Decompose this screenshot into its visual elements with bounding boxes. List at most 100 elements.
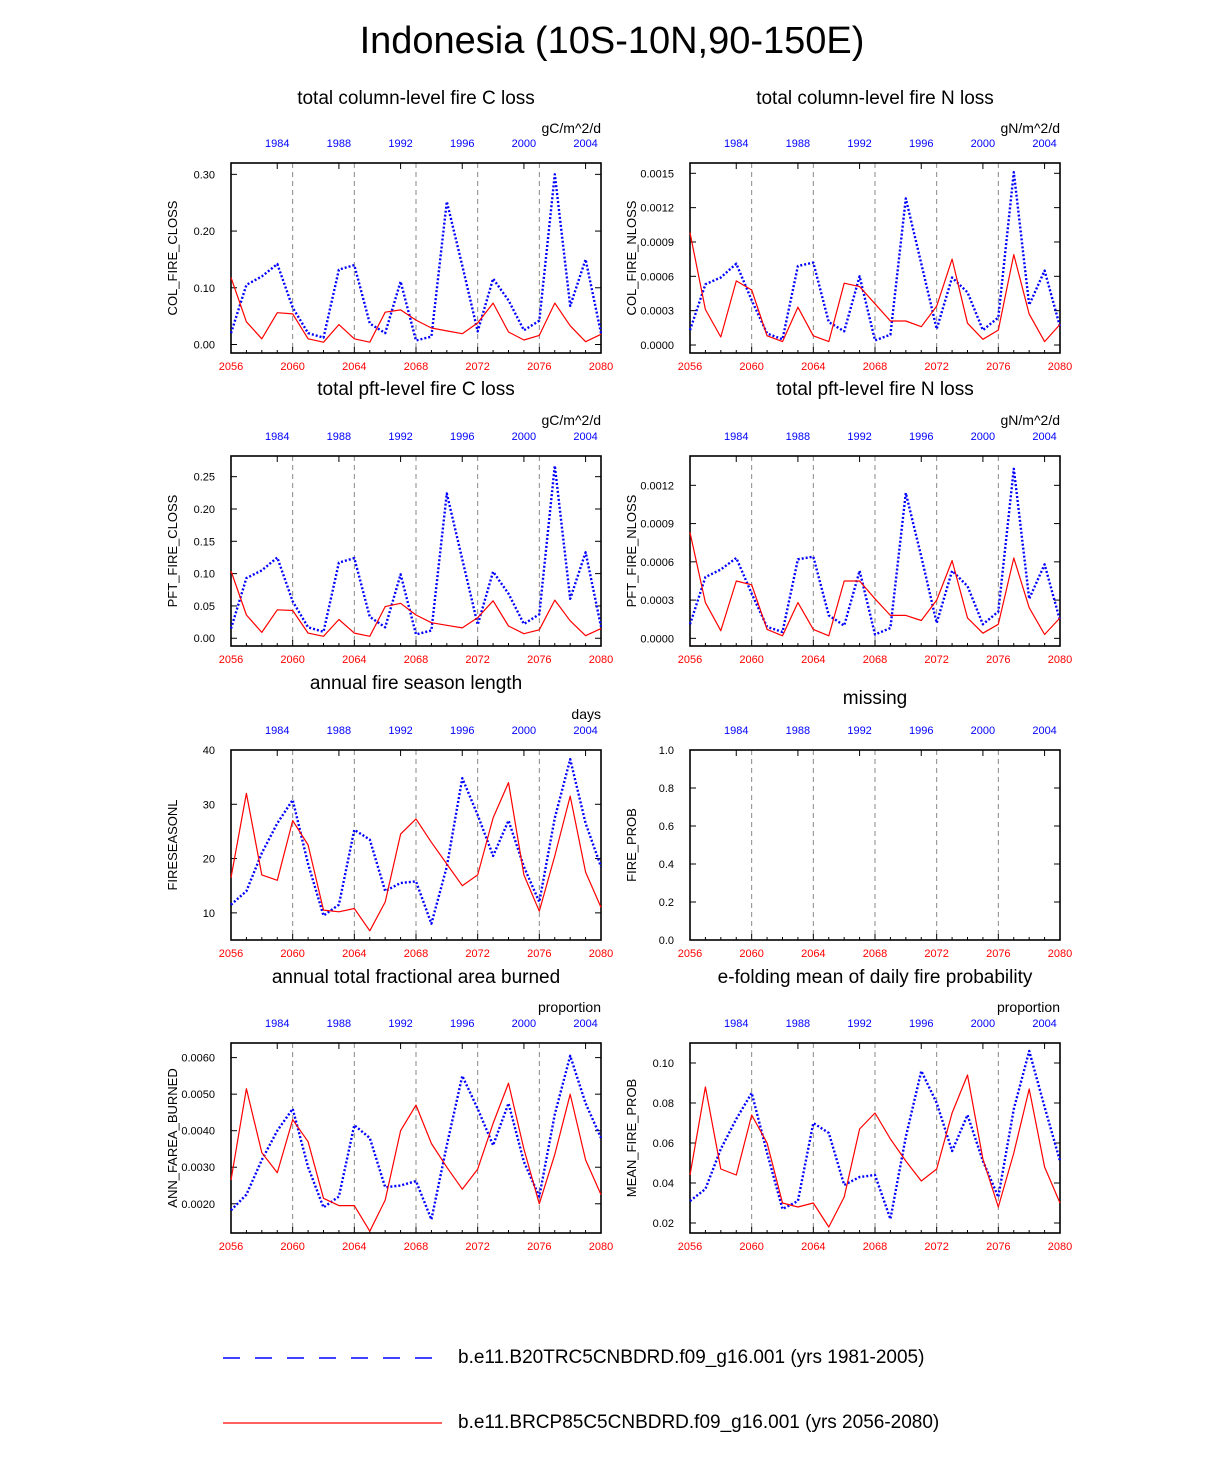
y-tick-label: 0.0003 xyxy=(640,595,674,607)
figure-title: Indonesia (10S-10N,90-150E) xyxy=(359,20,865,62)
series-baseline-line xyxy=(230,1054,603,1221)
series-future-line xyxy=(230,781,602,932)
x-tick-label-bottom: 2060 xyxy=(739,1241,763,1253)
y-tick-label: 0.06 xyxy=(653,1138,674,1150)
y-axis-label: ANN_FAREA_BURNED xyxy=(165,1068,180,1207)
chart-p8: 2056 2060 2064 2068 2072 2076 2080 1984 1988 1992… xyxy=(624,1018,1072,1253)
chart-p7: 2056 2060 2064 2068 2072 2076 2080 1984 1988 1992… xyxy=(165,1018,613,1253)
y-tick-label: 10 xyxy=(203,908,215,920)
x-tick-label-bottom: 2068 xyxy=(404,654,428,666)
x-tick-label-bottom: 2068 xyxy=(863,654,887,666)
x-tick-label-bottom: 2060 xyxy=(280,654,304,666)
x-tick-label-bottom: 2064 xyxy=(801,654,825,666)
x-tick-label-bottom: 2056 xyxy=(219,361,243,373)
panel-title-area-burned: annual total fractional area burned xyxy=(271,967,561,988)
y-tick-label: 0.2 xyxy=(659,897,674,909)
x-tick-label-bottom: 2076 xyxy=(527,654,551,666)
panel-units-area-burned: proportion xyxy=(537,999,601,1015)
y-tick-label: 0.0012 xyxy=(640,480,674,492)
x-tick-label-bottom: 2068 xyxy=(404,948,428,960)
legend-label-future: b.e11.BRCP85C5CNBDRD.f09_g16.001 (yrs 20… xyxy=(458,1412,940,1433)
x-tick-label-bottom: 2056 xyxy=(219,948,243,960)
y-tick-label: 1.0 xyxy=(659,745,674,757)
x-tick-label-bottom: 2080 xyxy=(1048,361,1072,373)
y-tick-label: 0.0000 xyxy=(640,633,674,645)
y-tick-label: 0.4 xyxy=(659,859,674,871)
x-tick-label-bottom: 2068 xyxy=(863,361,887,373)
y-tick-label: 0.30 xyxy=(194,169,215,181)
x-tick-label-top: 1992 xyxy=(388,431,412,443)
y-tick-label: 0.6 xyxy=(659,821,674,833)
x-tick-label-top: 1996 xyxy=(450,431,474,443)
x-tick-label-top: 1992 xyxy=(388,725,412,737)
chart-p2: 2056 2060 2064 2068 2072 2076 2080 1984 1988 1992… xyxy=(624,138,1072,373)
series-baseline-line xyxy=(229,173,603,342)
x-tick-label-bottom: 2060 xyxy=(739,361,763,373)
x-tick-label-top: 1988 xyxy=(327,725,351,737)
x-tick-label-bottom: 2076 xyxy=(527,361,551,373)
y-tick-label: 0.10 xyxy=(653,1058,674,1070)
panel-units-col-closs: gC/m^2/d xyxy=(541,120,601,136)
x-tick-label-bottom: 2080 xyxy=(589,654,613,666)
y-tick-label: 0.00 xyxy=(194,633,215,645)
y-tick-label: 40 xyxy=(203,745,215,757)
panel-title-col-nloss: total column-level fire N loss xyxy=(756,88,994,109)
panel-units-pft-nloss: gN/m^2/d xyxy=(1000,412,1060,428)
y-tick-label: 0.0020 xyxy=(181,1199,215,1211)
y-axis-label: PFT_FIRE_NLOSS xyxy=(624,494,639,607)
x-tick-label-top: 1996 xyxy=(909,725,933,737)
x-tick-label-top: 1992 xyxy=(388,1018,412,1030)
x-tick-label-bottom: 2064 xyxy=(801,361,825,373)
x-tick-label-top: 2004 xyxy=(573,725,597,737)
x-tick-label-bottom: 2064 xyxy=(801,948,825,960)
y-tick-label: 0.0009 xyxy=(640,519,674,531)
panel-title-missing: missing xyxy=(842,688,908,709)
x-tick-label-top: 2000 xyxy=(512,1018,536,1030)
x-tick-label-top: 2004 xyxy=(1032,431,1056,443)
x-tick-label-bottom: 2076 xyxy=(986,361,1010,373)
x-tick-label-bottom: 2080 xyxy=(1048,654,1072,666)
x-tick-label-top: 1988 xyxy=(786,1018,810,1030)
y-axis-label: COL_FIRE_CLOSS xyxy=(165,200,180,315)
chart-p5: 2056 2060 2064 2068 2072 2076 2080 1984 1988 1992… xyxy=(165,725,613,960)
panel-units-fire-season: days xyxy=(571,706,601,722)
chart-p1: 2056 2060 2064 2068 2072 2076 2080 1984 1988 1992… xyxy=(165,138,613,373)
x-tick-label-top: 1996 xyxy=(450,138,474,150)
y-tick-label: 0.0040 xyxy=(181,1126,215,1138)
x-tick-label-bottom: 2072 xyxy=(924,948,948,960)
x-tick-label-bottom: 2076 xyxy=(986,948,1010,960)
y-axis-label: COL_FIRE_NLOSS xyxy=(624,200,639,315)
x-tick-label-bottom: 2068 xyxy=(404,1241,428,1253)
x-tick-label-top: 1984 xyxy=(265,431,289,443)
y-axis-label: FIRE_PROB xyxy=(624,808,639,882)
x-tick-label-top: 2004 xyxy=(573,1018,597,1030)
x-tick-label-top: 1996 xyxy=(450,725,474,737)
x-tick-label-bottom: 2064 xyxy=(342,1241,366,1253)
x-tick-label-top: 1988 xyxy=(786,725,810,737)
x-tick-label-bottom: 2068 xyxy=(863,1241,887,1253)
x-tick-label-top: 1988 xyxy=(327,1018,351,1030)
x-tick-label-top: 1996 xyxy=(909,1018,933,1030)
x-tick-label-bottom: 2072 xyxy=(465,361,489,373)
x-tick-label-bottom: 2064 xyxy=(801,1241,825,1253)
x-tick-label-bottom: 2072 xyxy=(924,361,948,373)
x-tick-label-bottom: 2060 xyxy=(280,948,304,960)
y-tick-label: 0.02 xyxy=(653,1218,674,1230)
chart-p4: 2056 2060 2064 2068 2072 2076 2080 1984 1988 1992… xyxy=(624,431,1072,666)
y-tick-label: 0.0006 xyxy=(640,271,674,283)
x-tick-label-top: 2000 xyxy=(512,725,536,737)
x-tick-label-bottom: 2060 xyxy=(280,361,304,373)
series-future-line xyxy=(689,1074,1061,1228)
x-tick-label-top: 2004 xyxy=(573,138,597,150)
series-future-line xyxy=(689,532,1061,637)
panel-title-fire-prob: e-folding mean of daily fire probability xyxy=(717,967,1033,988)
x-tick-label-top: 1984 xyxy=(724,725,748,737)
x-tick-label-top: 2000 xyxy=(971,431,995,443)
x-tick-label-top: 1992 xyxy=(847,725,871,737)
y-tick-label: 0.15 xyxy=(194,536,215,548)
y-tick-label: 30 xyxy=(203,799,215,811)
x-tick-label-bottom: 2072 xyxy=(465,1241,489,1253)
x-tick-label-bottom: 2064 xyxy=(342,948,366,960)
series-future-line xyxy=(230,277,602,343)
